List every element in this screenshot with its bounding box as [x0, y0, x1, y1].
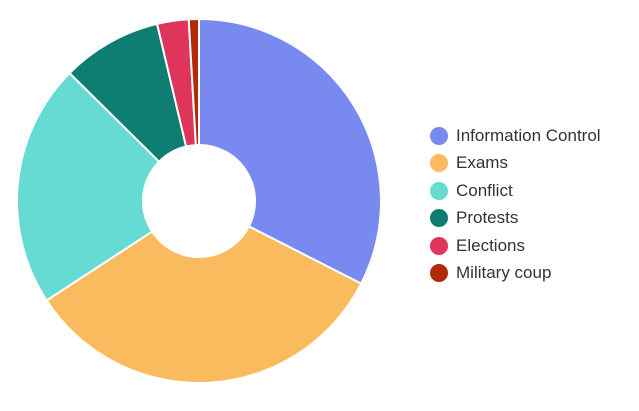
legend-label: Conflict	[456, 180, 513, 200]
legend-item-information-control[interactable]: Information Control	[430, 122, 601, 150]
legend-swatch	[430, 181, 448, 200]
slice-conflict[interactable]	[16, 71, 161, 302]
legend-swatch	[430, 264, 448, 283]
legend-swatch	[430, 154, 448, 173]
legend-label: Exams	[456, 153, 508, 173]
slice-exams[interactable]	[45, 225, 363, 384]
legend-label: Military coup	[456, 263, 552, 283]
legend-label: Protests	[456, 208, 519, 228]
legend-item-exams[interactable]: Exams	[430, 150, 601, 178]
legend: Information Control Exams Conflict Protests…	[430, 122, 601, 287]
legend-item-conflict[interactable]: Conflict	[430, 177, 601, 205]
legend-swatch	[430, 236, 448, 255]
legend-label: Information Control	[456, 125, 601, 145]
legend-label: Elections	[456, 235, 525, 255]
legend-item-elections[interactable]: Elections	[430, 232, 601, 260]
slices-group	[16, 17, 382, 384]
legend-item-protests[interactable]: Protests	[430, 205, 601, 233]
legend-item-military-coup[interactable]: Military coup	[430, 260, 601, 288]
slice-military-coup[interactable]	[187, 17, 200, 147]
donut-plot-area	[16, 17, 382, 384]
legend-swatch	[430, 126, 448, 145]
legend-swatch	[430, 209, 448, 228]
slice-information-control[interactable]	[198, 17, 382, 285]
